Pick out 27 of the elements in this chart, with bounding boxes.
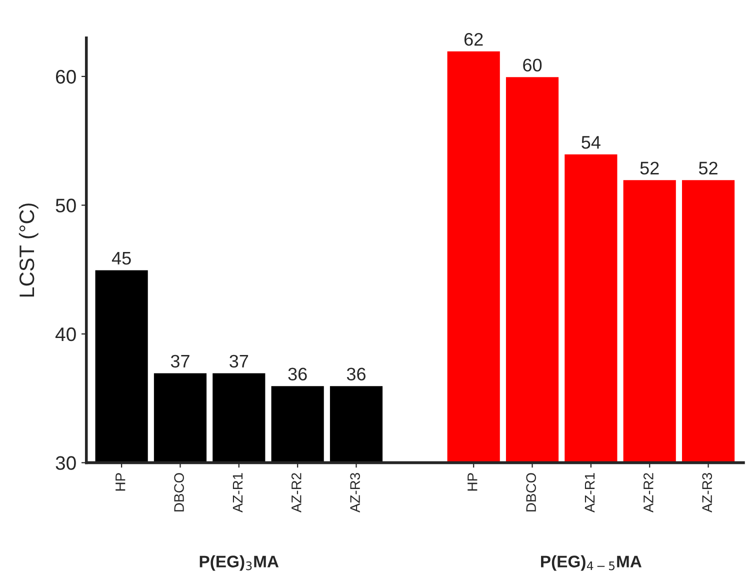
x-tick-label: AZ-R2 [291,473,302,513]
y-tick-label: 60 [56,70,76,84]
data-label: 36 [346,368,366,380]
data-label: 37 [170,354,190,368]
y-tick-label: 30 [56,456,76,470]
x-tick-label: HP [116,473,126,491]
data-label: 60 [523,58,542,72]
data-label: 62 [464,32,483,46]
x-tick-label: DBCO [526,473,536,512]
y-tick-label: 50 [56,198,76,212]
x-tick-label: HP [468,473,478,491]
text: P(EG)$_{4−5}$MA [541,555,642,571]
x-tick-label: DBCO [174,473,184,512]
x-tick-label: AZ-R3 [350,473,360,513]
x-tick-label: AZ-R1 [232,473,243,513]
y-tick-label: 40 [55,327,76,342]
data-label: 52 [698,162,718,174]
data-label: 37 [230,354,248,368]
text: P(EG)$_{3}$MA [200,555,279,571]
y-axis-title: LCST (°C) [18,204,38,297]
x-tick-label: AZ-R1 [584,473,595,513]
x-tick-label: AZ-R2 [644,473,654,513]
data-label: 36 [288,368,307,380]
data-label: 54 [582,136,600,149]
data-label: 45 [112,252,131,265]
data-label: 52 [640,162,659,174]
x-tick-label: AZ-R3 [702,473,712,513]
